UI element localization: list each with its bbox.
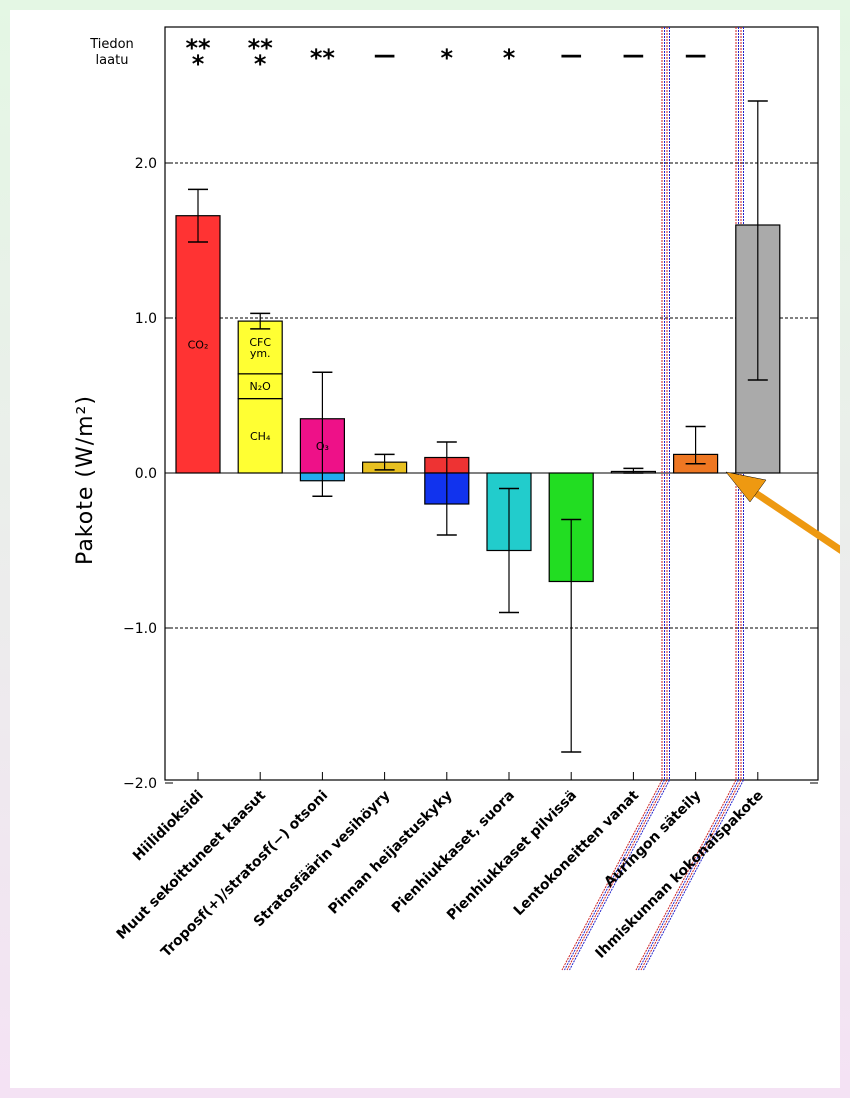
plot-frame (164, 26, 819, 781)
quality-mark: — (374, 43, 396, 68)
chart-panel: 2.0 1.0 0.0 −1.0 −2.0 CO₂ CH₄ N₂O CFC ym. O₃ ** * H… (10, 10, 850, 1088)
x-category-label: Pienhiukkaset, suora (389, 788, 518, 917)
bar-segment-label: N₂O (250, 380, 272, 393)
quality-mark: ** (310, 44, 336, 72)
y-tick-label: −2.0 (123, 776, 157, 792)
quality-label-line1: Tiedon (89, 37, 134, 52)
y-tick-label: 0.0 (135, 466, 157, 482)
bar-segment (237, 373, 283, 400)
y-tick-label: 2.0 (135, 156, 157, 172)
arrow-shaft (746, 485, 850, 558)
quality-mark: * (254, 50, 267, 78)
bar-segment-label: ym. (250, 347, 271, 360)
quality-mark: ** (248, 34, 274, 62)
quality-mark: * (192, 50, 205, 78)
y-tick-label: −1.0 (123, 621, 157, 637)
quality-mark: * (441, 44, 454, 72)
x-category-label: Pienhiukkaset pilvissä (444, 788, 580, 924)
arrow-icon (725, 471, 850, 558)
quality-mark: — (560, 43, 582, 68)
quality-mark: — (685, 43, 707, 68)
bar-segment (237, 398, 283, 474)
bar-segment (237, 320, 283, 375)
y-axis-label: Pakote (W/m²) (73, 395, 98, 565)
bar-segment-label: CH₄ (250, 430, 271, 443)
sep-band-1 (561, 27, 670, 971)
y-tick-label: 1.0 (135, 311, 157, 327)
x-category-label: Lentokoneitten vanat (511, 787, 643, 919)
bar-segment-label: CO₂ (188, 338, 209, 351)
quality-mark: ** (185, 34, 211, 62)
arrow-head (725, 471, 767, 503)
x-category-label: Pinnan heijastuskyky (326, 788, 456, 918)
error-bars (188, 100, 768, 753)
bar-segment (175, 215, 221, 474)
axes: 2.0 1.0 0.0 −1.0 −2.0 (123, 26, 819, 792)
quality-label-line2: laatu (96, 53, 129, 68)
quality-mark: * (503, 44, 516, 72)
quality-mark: — (622, 43, 644, 68)
bar-segment-label: CFC (249, 336, 271, 349)
